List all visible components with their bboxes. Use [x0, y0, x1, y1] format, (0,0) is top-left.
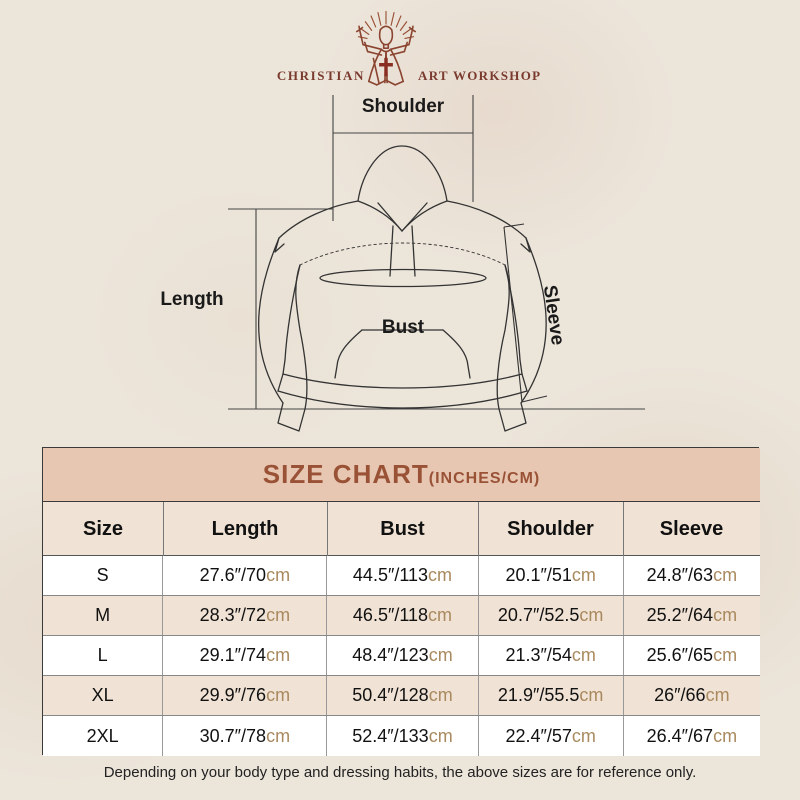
svg-text:Bust: Bust	[382, 317, 425, 338]
svg-text:Shoulder: Shoulder	[362, 96, 445, 117]
svg-text:Length: Length	[160, 289, 223, 310]
svg-text:Sleeve: Sleeve	[539, 284, 568, 347]
